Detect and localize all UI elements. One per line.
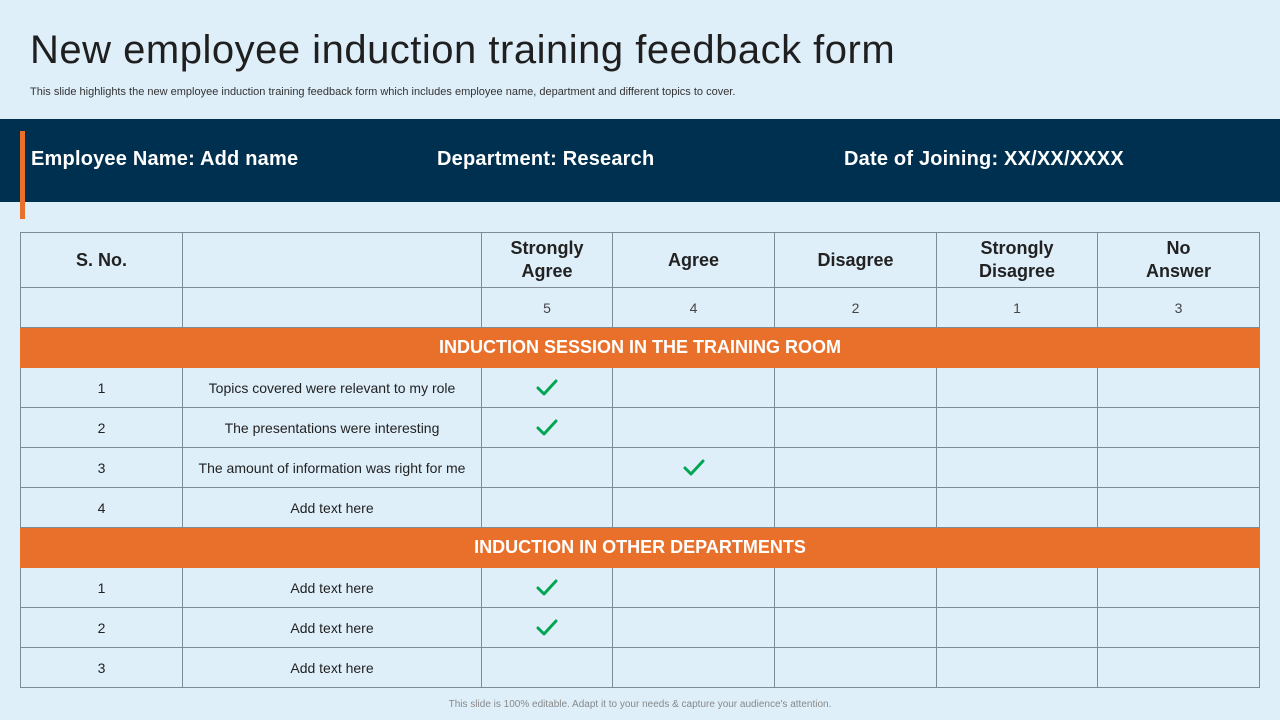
header-no-answer-line2: Answer xyxy=(1145,261,1212,281)
rating-cell-disagree[interactable] xyxy=(774,367,937,408)
rating-cell-strongly-agree[interactable] xyxy=(481,407,613,448)
row-number: 1 xyxy=(20,567,183,608)
score-strongly-disagree: 1 xyxy=(936,287,1098,328)
header-no-answer: No Answer xyxy=(1097,232,1260,288)
rating-cell-disagree[interactable] xyxy=(774,647,937,688)
rating-cell-agree[interactable] xyxy=(612,487,775,528)
rating-cell-no-answer[interactable] xyxy=(1097,567,1260,608)
rating-cell-strongly-agree[interactable] xyxy=(481,567,613,608)
row-number: 3 xyxy=(20,447,183,488)
score-strongly-agree: 5 xyxy=(481,287,613,328)
check-icon xyxy=(536,619,558,635)
rating-cell-no-answer[interactable] xyxy=(1097,367,1260,408)
row-topic[interactable]: The amount of information was right for … xyxy=(182,447,482,488)
check-icon xyxy=(536,579,558,595)
rating-cell-agree[interactable] xyxy=(612,647,775,688)
section-title: INDUCTION IN OTHER DEPARTMENTS xyxy=(20,527,1260,568)
rating-cell-strongly-agree[interactable] xyxy=(481,647,613,688)
rating-cell-agree[interactable] xyxy=(612,367,775,408)
rating-cell-no-answer[interactable] xyxy=(1097,607,1260,648)
row-topic[interactable]: Add text here xyxy=(182,567,482,608)
footer-note: This slide is 100% editable. Adapt it to… xyxy=(448,699,832,710)
header-strongly-disagree: Strongly Disagree xyxy=(936,232,1098,288)
rating-cell-disagree[interactable] xyxy=(774,567,937,608)
rating-cell-strongly-agree[interactable] xyxy=(481,487,613,528)
rating-cell-strongly-disagree[interactable] xyxy=(936,487,1098,528)
table-row: 1 Add text here xyxy=(20,567,1260,608)
table-row: 3 The amount of information was right for… xyxy=(20,447,1260,488)
table-row: 1 Topics covered were relevant to my role xyxy=(20,367,1260,408)
row-number: 4 xyxy=(20,487,183,528)
rating-cell-disagree[interactable] xyxy=(774,447,937,488)
header-row: S. No. Strongly Agree Agree Disagree Str… xyxy=(20,232,1260,288)
rating-cell-disagree[interactable] xyxy=(774,407,937,448)
rating-cell-agree[interactable] xyxy=(612,407,775,448)
table-row: 2 The presentations were interesting xyxy=(20,407,1260,448)
rating-cell-no-answer[interactable] xyxy=(1097,447,1260,488)
section-header-row: INDUCTION IN OTHER DEPARTMENTS xyxy=(20,527,1260,568)
rating-cell-agree[interactable] xyxy=(612,567,775,608)
table-row: 2 Add text here xyxy=(20,607,1260,648)
table-row: 3 Add text here xyxy=(20,647,1260,688)
rating-cell-strongly-agree[interactable] xyxy=(481,367,613,408)
table-row: 4 Add text here xyxy=(20,487,1260,528)
rating-cell-strongly-disagree[interactable] xyxy=(936,447,1098,488)
department-field[interactable]: Department: Research xyxy=(437,148,655,170)
feedback-table: S. No. Strongly Agree Agree Disagree Str… xyxy=(20,232,1260,688)
page-subtitle: This slide highlights the new employee i… xyxy=(30,86,736,98)
rating-cell-no-answer[interactable] xyxy=(1097,647,1260,688)
header-topic xyxy=(182,232,482,288)
rating-cell-disagree[interactable] xyxy=(774,487,937,528)
rating-cell-strongly-disagree[interactable] xyxy=(936,647,1098,688)
banner-accent-bar xyxy=(20,131,25,219)
rating-cell-strongly-disagree[interactable] xyxy=(936,567,1098,608)
row-topic[interactable]: Topics covered were relevant to my role xyxy=(182,367,482,408)
rating-cell-agree[interactable] xyxy=(612,447,775,488)
header-strongly-agree: Strongly Agree xyxy=(481,232,613,288)
rating-cell-no-answer[interactable] xyxy=(1097,407,1260,448)
row-number: 1 xyxy=(20,367,183,408)
row-number: 3 xyxy=(20,647,183,688)
rating-cell-agree[interactable] xyxy=(612,607,775,648)
rating-cell-strongly-disagree[interactable] xyxy=(936,407,1098,448)
score-cell-empty xyxy=(182,287,482,328)
header-disagree: Disagree xyxy=(774,232,937,288)
score-agree: 4 xyxy=(612,287,775,328)
check-icon xyxy=(536,379,558,395)
check-icon xyxy=(683,459,704,475)
rating-cell-no-answer[interactable] xyxy=(1097,487,1260,528)
employee-name-field[interactable]: Employee Name: Add name xyxy=(31,148,299,170)
score-cell-empty xyxy=(20,287,183,328)
rating-cell-disagree[interactable] xyxy=(774,607,937,648)
header-no-answer-line1: No xyxy=(1166,238,1191,258)
date-of-joining-field[interactable]: Date of Joining: XX/XX/XXXX xyxy=(844,148,1124,170)
header-strongly-agree-line1: Strongly xyxy=(510,238,584,258)
rating-cell-strongly-agree[interactable] xyxy=(481,607,613,648)
section-header-row: INDUCTION SESSION IN THE TRAINING ROOM xyxy=(20,327,1260,368)
rating-cell-strongly-agree[interactable] xyxy=(481,447,613,488)
header-agree: Agree xyxy=(612,232,775,288)
section-title: INDUCTION SESSION IN THE TRAINING ROOM xyxy=(20,327,1260,368)
row-topic[interactable]: Add text here xyxy=(182,607,482,648)
rating-cell-strongly-disagree[interactable] xyxy=(936,607,1098,648)
row-topic[interactable]: The presentations were interesting xyxy=(182,407,482,448)
row-topic[interactable]: Add text here xyxy=(182,647,482,688)
header-sno: S. No. xyxy=(20,232,183,288)
header-strongly-disagree-line2: Disagree xyxy=(978,261,1056,281)
row-number: 2 xyxy=(20,407,183,448)
employee-info-banner xyxy=(0,119,1280,202)
score-no-answer: 3 xyxy=(1097,287,1260,328)
header-strongly-agree-line2: Agree xyxy=(521,261,573,281)
rating-cell-strongly-disagree[interactable] xyxy=(936,367,1098,408)
header-strongly-disagree-line1: Strongly xyxy=(980,238,1054,258)
score-row: 5 4 2 1 3 xyxy=(20,287,1260,328)
page-title: New employee induction training feedback… xyxy=(30,28,896,72)
check-icon xyxy=(536,419,558,435)
row-topic[interactable]: Add text here xyxy=(182,487,482,528)
score-disagree: 2 xyxy=(774,287,937,328)
row-number: 2 xyxy=(20,607,183,648)
